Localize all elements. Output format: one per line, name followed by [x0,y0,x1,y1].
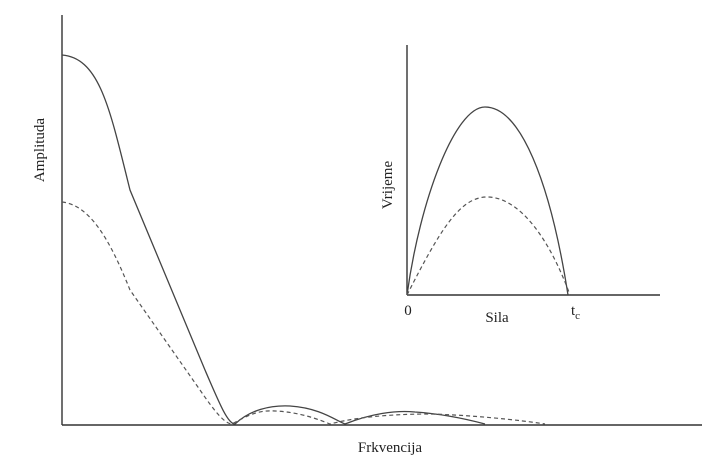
inset-solid-curve [406,106,569,296]
y-axis-label: Amplituda [32,118,48,183]
inset-dashed-curve [406,196,571,296]
end-label: tc [571,303,580,322]
inset-x-label: Sila [485,310,509,326]
x-axis-label: Frkvencija [358,440,422,456]
dashed-curve [61,201,546,425]
inset-y-label: Vrijeme [380,161,396,210]
end-label-base: t [571,303,576,319]
inset-plot: Vrijeme Sila 0 tc [380,45,660,326]
main-plot: Amplituda Frkvencija [32,15,702,456]
origin-label: 0 [404,303,412,319]
end-label-sub: c [575,310,580,322]
solid-curve [61,54,486,425]
